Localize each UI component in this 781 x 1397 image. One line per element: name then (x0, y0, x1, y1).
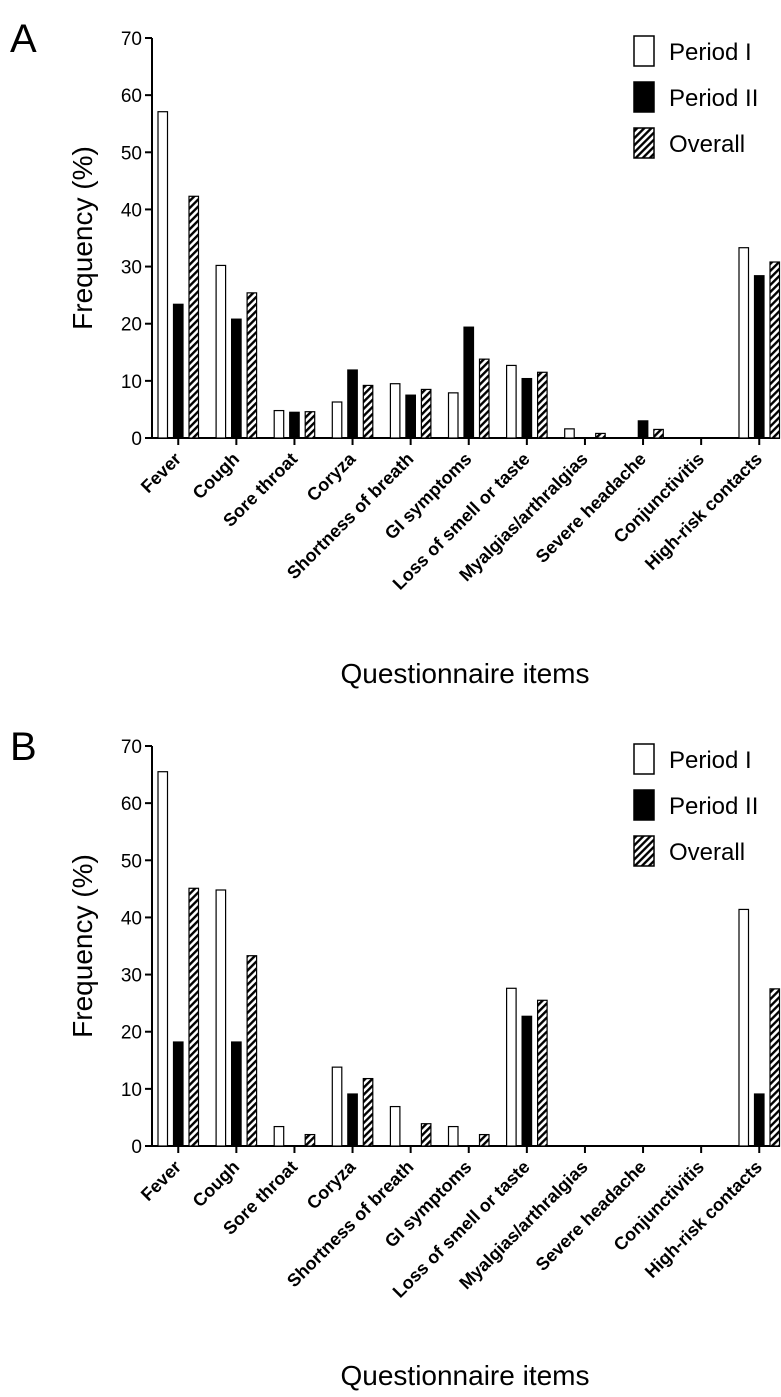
legend-label: Period I (669, 747, 752, 774)
x-tick-label: High-risk contacts (641, 449, 766, 574)
bar-period-ii (463, 326, 475, 439)
y-tick-label: 10 (121, 372, 142, 393)
y-tick-label: 20 (121, 1023, 142, 1044)
x-axis-label: Questionnaire items (340, 1360, 589, 1391)
panel-b: B Frequency (%) 0 10 20 30 40 50 60 70 Fever Cough S… (10, 725, 781, 1391)
bar-period-i (331, 1066, 343, 1147)
bar-period-ii (521, 377, 533, 439)
legend-swatch (633, 35, 655, 67)
y-tick-label: 20 (121, 315, 142, 336)
y-tick-label: 40 (121, 200, 142, 221)
bar-period-ii (753, 1093, 765, 1147)
legend-label: Overall (669, 839, 745, 866)
legend-swatch (633, 743, 655, 775)
y-axis-label: Frequency (%) (67, 146, 98, 330)
bar-period-ii (172, 1041, 184, 1147)
bar-period-i (506, 364, 517, 439)
bar-period-ii (405, 394, 416, 439)
bar-period-i (389, 383, 401, 439)
y-tick-label: 0 (131, 429, 142, 450)
bar-period-i (215, 889, 227, 1147)
legend-swatch (633, 789, 655, 821)
bar-period-ii (347, 1093, 358, 1147)
x-tick-label: Severe headache (532, 449, 650, 567)
bar-overall (246, 955, 258, 1147)
y-tick-label: 40 (121, 908, 142, 929)
legend-swatch (633, 835, 655, 867)
bar-period-ii (231, 318, 242, 439)
bar-overall (653, 428, 664, 439)
bar-period-i (738, 247, 750, 439)
y-tick-label: 30 (121, 966, 142, 987)
bar-overall (188, 887, 200, 1147)
bar-period-ii (231, 1041, 242, 1147)
y-axis-label: Frequency (%) (67, 854, 98, 1038)
x-axis-label: Questionnaire items (340, 658, 589, 689)
y-tick-label: 30 (121, 258, 142, 279)
y-tick-label: 60 (121, 794, 142, 815)
legend: Period I Period II Overall (633, 743, 758, 867)
x-tick-label: Fever (137, 1157, 185, 1205)
panel-letter: A (10, 17, 37, 61)
bar-period-i (331, 401, 343, 439)
legend-label: Period II (669, 793, 758, 820)
y-tick-label: 50 (121, 851, 142, 872)
bar-overall (536, 371, 548, 439)
legend-label: Overall (669, 131, 745, 158)
x-tick-label: Fever (137, 449, 185, 497)
bar-period-i (506, 987, 517, 1147)
x-tick-label: High-risk contacts (641, 1157, 766, 1282)
bar-overall (420, 1123, 432, 1147)
bar-overall (362, 1077, 374, 1147)
x-tick-label: Cough (189, 449, 243, 503)
bar-period-i (273, 409, 285, 439)
bar-overall (420, 388, 432, 439)
bar-overall (188, 195, 200, 439)
bar-overall (304, 1133, 316, 1147)
bar-period-i (738, 908, 750, 1147)
y-tick-label: 70 (121, 737, 142, 758)
bar-overall (478, 358, 490, 439)
bar-overall (246, 292, 258, 439)
bar-period-i (447, 392, 459, 439)
y-tick-label: 70 (121, 29, 142, 50)
bar-overall (595, 432, 606, 439)
bar-overall (769, 988, 781, 1147)
x-tick-label: Coryza (303, 448, 360, 505)
panel-letter: B (10, 725, 37, 769)
bar-period-ii (753, 275, 765, 439)
bar-period-ii (521, 1015, 533, 1147)
bar-overall (769, 261, 781, 439)
bar-period-i (447, 1125, 459, 1147)
bar-period-ii (637, 420, 649, 439)
bar-period-i (564, 428, 575, 439)
y-tick-label: 10 (121, 1080, 142, 1101)
y-tick-label: 60 (121, 86, 142, 107)
legend-swatch (633, 127, 655, 159)
bar-period-i (273, 1125, 285, 1147)
x-tick-label: Cough (189, 1157, 243, 1211)
legend-label: Period II (669, 85, 758, 112)
bar-overall (362, 384, 374, 439)
bar-period-ii (172, 303, 184, 439)
legend: Period I Period II Overall (633, 35, 758, 159)
bar-period-ii (289, 411, 300, 439)
bar-overall (304, 411, 316, 439)
legend-label: Period I (669, 39, 752, 66)
x-tick-label: Severe headache (532, 1157, 650, 1275)
bar-overall (478, 1133, 490, 1147)
x-tick-label: Coryza (303, 1156, 360, 1213)
bar-period-ii (347, 369, 358, 439)
y-tick-label: 0 (131, 1137, 142, 1158)
bar-period-i (157, 111, 169, 439)
panel-a: A Frequency (%) 0 10 20 30 40 50 60 70 Fever Cough S… (10, 17, 781, 689)
y-tick-label: 50 (121, 143, 142, 164)
legend-swatch (633, 81, 655, 113)
bar-period-i (215, 264, 227, 439)
bar-overall (536, 999, 548, 1147)
bar-period-i (157, 771, 169, 1147)
bar-period-i (389, 1105, 401, 1147)
